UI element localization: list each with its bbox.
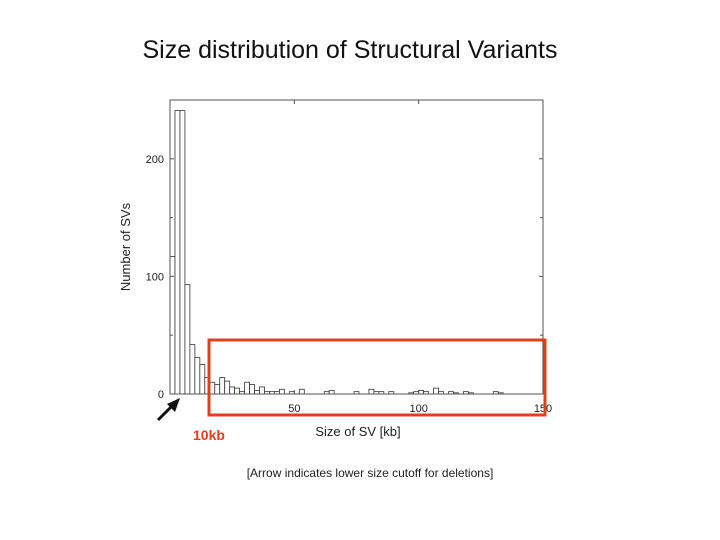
slide-title: Size distribution of Structural Variants xyxy=(142,36,558,64)
histogram-bar xyxy=(184,284,191,395)
cutoff-label: 10kb xyxy=(193,427,225,443)
histogram-bar xyxy=(189,344,196,395)
histogram-bar xyxy=(259,386,265,395)
y-tick-label: 0 xyxy=(158,389,164,401)
histogram-bar xyxy=(234,387,241,395)
histogram-bars xyxy=(169,110,504,395)
histogram-bar xyxy=(209,381,216,395)
histogram-bar xyxy=(174,110,181,395)
slide-caption: [Arrow indicates lower size cutoff for d… xyxy=(246,466,494,480)
x-axis-label: Size of SV [kb] xyxy=(315,424,400,439)
x-tick-label: 50 xyxy=(288,403,300,415)
x-tick-label: 100 xyxy=(409,403,427,415)
histogram-bar xyxy=(179,110,186,395)
histogram-bar xyxy=(169,256,176,395)
histogram-bar xyxy=(229,386,236,395)
histogram-bar xyxy=(224,380,231,395)
histogram-bar xyxy=(199,364,206,395)
histogram-bar xyxy=(214,384,221,395)
histogram-bar xyxy=(249,384,255,395)
histogram-bar xyxy=(244,381,250,395)
histogram-bar xyxy=(219,377,226,395)
y-tick-label: 200 xyxy=(146,154,164,166)
plot-frame xyxy=(169,99,544,395)
highlight-rectangle xyxy=(207,338,547,417)
histogram-bar xyxy=(279,388,285,395)
histogram-bar xyxy=(254,390,260,395)
histogram-bar xyxy=(194,357,201,395)
arrow-icon xyxy=(156,398,180,422)
histogram-bar xyxy=(433,387,439,395)
y-axis-label: Number of SVs xyxy=(118,202,133,291)
histogram-bar xyxy=(328,390,335,395)
axis-ticks: 50 100 150 0 100 200 xyxy=(146,100,552,415)
histogram-bar xyxy=(418,390,425,395)
y-tick-label: 100 xyxy=(146,271,164,283)
histogram-bar xyxy=(298,388,305,395)
x-tick-label: 150 xyxy=(534,403,552,415)
histogram-bar xyxy=(368,388,375,395)
